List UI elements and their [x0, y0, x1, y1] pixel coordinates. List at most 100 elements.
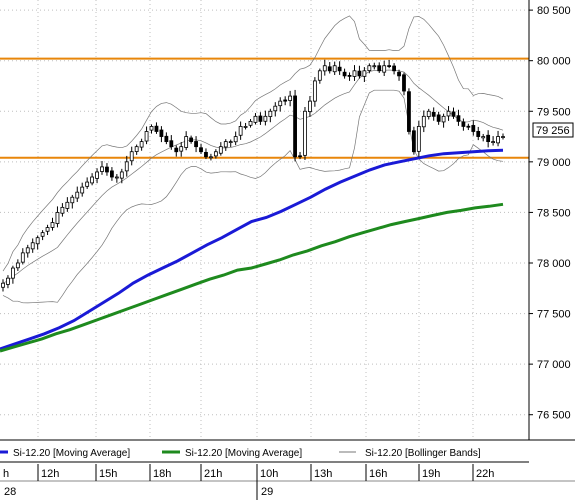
candle-body: [25, 247, 30, 254]
candle-body: [367, 65, 372, 71]
candle-body: [204, 151, 208, 158]
candle-body: [1, 282, 5, 288]
candle-body: [436, 114, 441, 122]
moving-average-line-1: [0, 148, 504, 351]
candle-body: [322, 65, 327, 72]
y-tick-label: 80 000: [537, 56, 571, 68]
candle-body: [223, 141, 228, 148]
candle-body: [159, 129, 164, 137]
candle-body: [402, 74, 406, 92]
candle-body: [308, 100, 312, 112]
legend-label-ma1: Si-12.20 [Moving Average]: [13, 448, 130, 459]
candle-body: [461, 121, 466, 127]
candle-body: [387, 65, 392, 67]
candle-body: [213, 151, 218, 157]
candle-body: [466, 125, 471, 128]
moving-averages: [0, 148, 504, 353]
candle-body: [199, 147, 203, 153]
y-tick-label: 79 500: [537, 106, 571, 118]
y-tick-label: 78 500: [537, 207, 571, 219]
candle-body: [411, 130, 416, 153]
candle-body: [268, 110, 273, 117]
candle-body: [392, 65, 396, 72]
candle-body: [80, 186, 85, 194]
candle-body: [258, 115, 263, 122]
candle-body: [382, 65, 387, 73]
candle-body: [362, 70, 367, 77]
candle-body: [114, 176, 119, 179]
candle-body: [303, 110, 307, 156]
date-label: 29: [261, 486, 273, 498]
candle-body: [144, 131, 149, 142]
x-tick-label: h: [3, 468, 9, 480]
candle-body: [50, 222, 55, 228]
y-tick-label: 78 000: [537, 258, 571, 270]
current-price-box: 79 256: [532, 122, 574, 138]
candle-body: [30, 242, 35, 250]
candle-body: [134, 146, 139, 152]
axes: [0, 0, 575, 482]
x-tick-label: 19h: [422, 468, 440, 480]
candle-body: [139, 141, 144, 148]
current-price-label: 79 256: [536, 125, 570, 137]
candle-body: [6, 277, 10, 285]
candle-body: [110, 170, 114, 178]
candle-body: [397, 71, 401, 77]
candle-body: [357, 70, 362, 77]
candle-body: [90, 176, 95, 184]
candle-body: [243, 126, 248, 128]
moving-average-line-2: [0, 202, 504, 353]
candle-body: [456, 115, 461, 122]
candle-body: [471, 125, 476, 132]
candle-body: [100, 166, 104, 172]
candle-body: [476, 131, 481, 137]
candle-body: [174, 147, 179, 153]
x-tick-label: 15h: [99, 468, 117, 480]
candle-body: [179, 146, 184, 152]
candle-body: [421, 115, 426, 128]
candle-body: [481, 136, 486, 139]
candle-body: [352, 70, 357, 77]
candle-body: [253, 115, 258, 123]
support-resistance-lines: [0, 57, 529, 159]
candles: [1, 59, 505, 292]
candle-body: [377, 65, 382, 72]
candle-body: [416, 126, 421, 152]
y-tick-label: 77 500: [537, 309, 571, 321]
candle-body: [317, 70, 322, 81]
candle-body: [85, 181, 90, 187]
candle-body: [431, 111, 436, 117]
date-label: 28: [4, 486, 16, 498]
x-tick-label: 18h: [153, 468, 171, 480]
y-tick-label: 79 000: [537, 157, 571, 169]
x-tick-label: 22h: [476, 468, 494, 480]
candle-body: [184, 136, 189, 148]
candle-body: [337, 66, 342, 72]
candle-body: [40, 232, 45, 237]
candle-body: [283, 99, 288, 102]
bollinger-bands: [2, 15, 504, 304]
candle-body: [446, 110, 451, 117]
candle-body: [327, 66, 332, 72]
candle-body: [55, 212, 60, 224]
y-tick-labels: 80 500 80 000 79 500 79 000 78 500 78 000 77 5…: [529, 5, 571, 422]
candle-body: [288, 95, 293, 101]
candle-body: [332, 65, 337, 73]
candle-body: [194, 141, 198, 148]
candle-body: [35, 237, 40, 245]
candle-body: [496, 136, 500, 144]
candle-body: [154, 125, 159, 132]
candle-body: [293, 95, 297, 158]
candle-body: [233, 136, 238, 143]
legend: Si-12.20 [Moving Average] Si-12.20 [Movi…: [0, 448, 481, 459]
candle-body: [189, 137, 194, 143]
candle-body: [451, 111, 456, 117]
candle-body: [20, 252, 25, 263]
candle-body: [209, 156, 213, 159]
legend-label-bb: Si-12.20 [Bollinger Bands]: [365, 448, 481, 459]
y-tick-label: 77 000: [537, 359, 571, 371]
candle-body: [149, 126, 154, 131]
x-tick-label: 12h: [41, 468, 59, 480]
candle-body: [298, 155, 302, 158]
